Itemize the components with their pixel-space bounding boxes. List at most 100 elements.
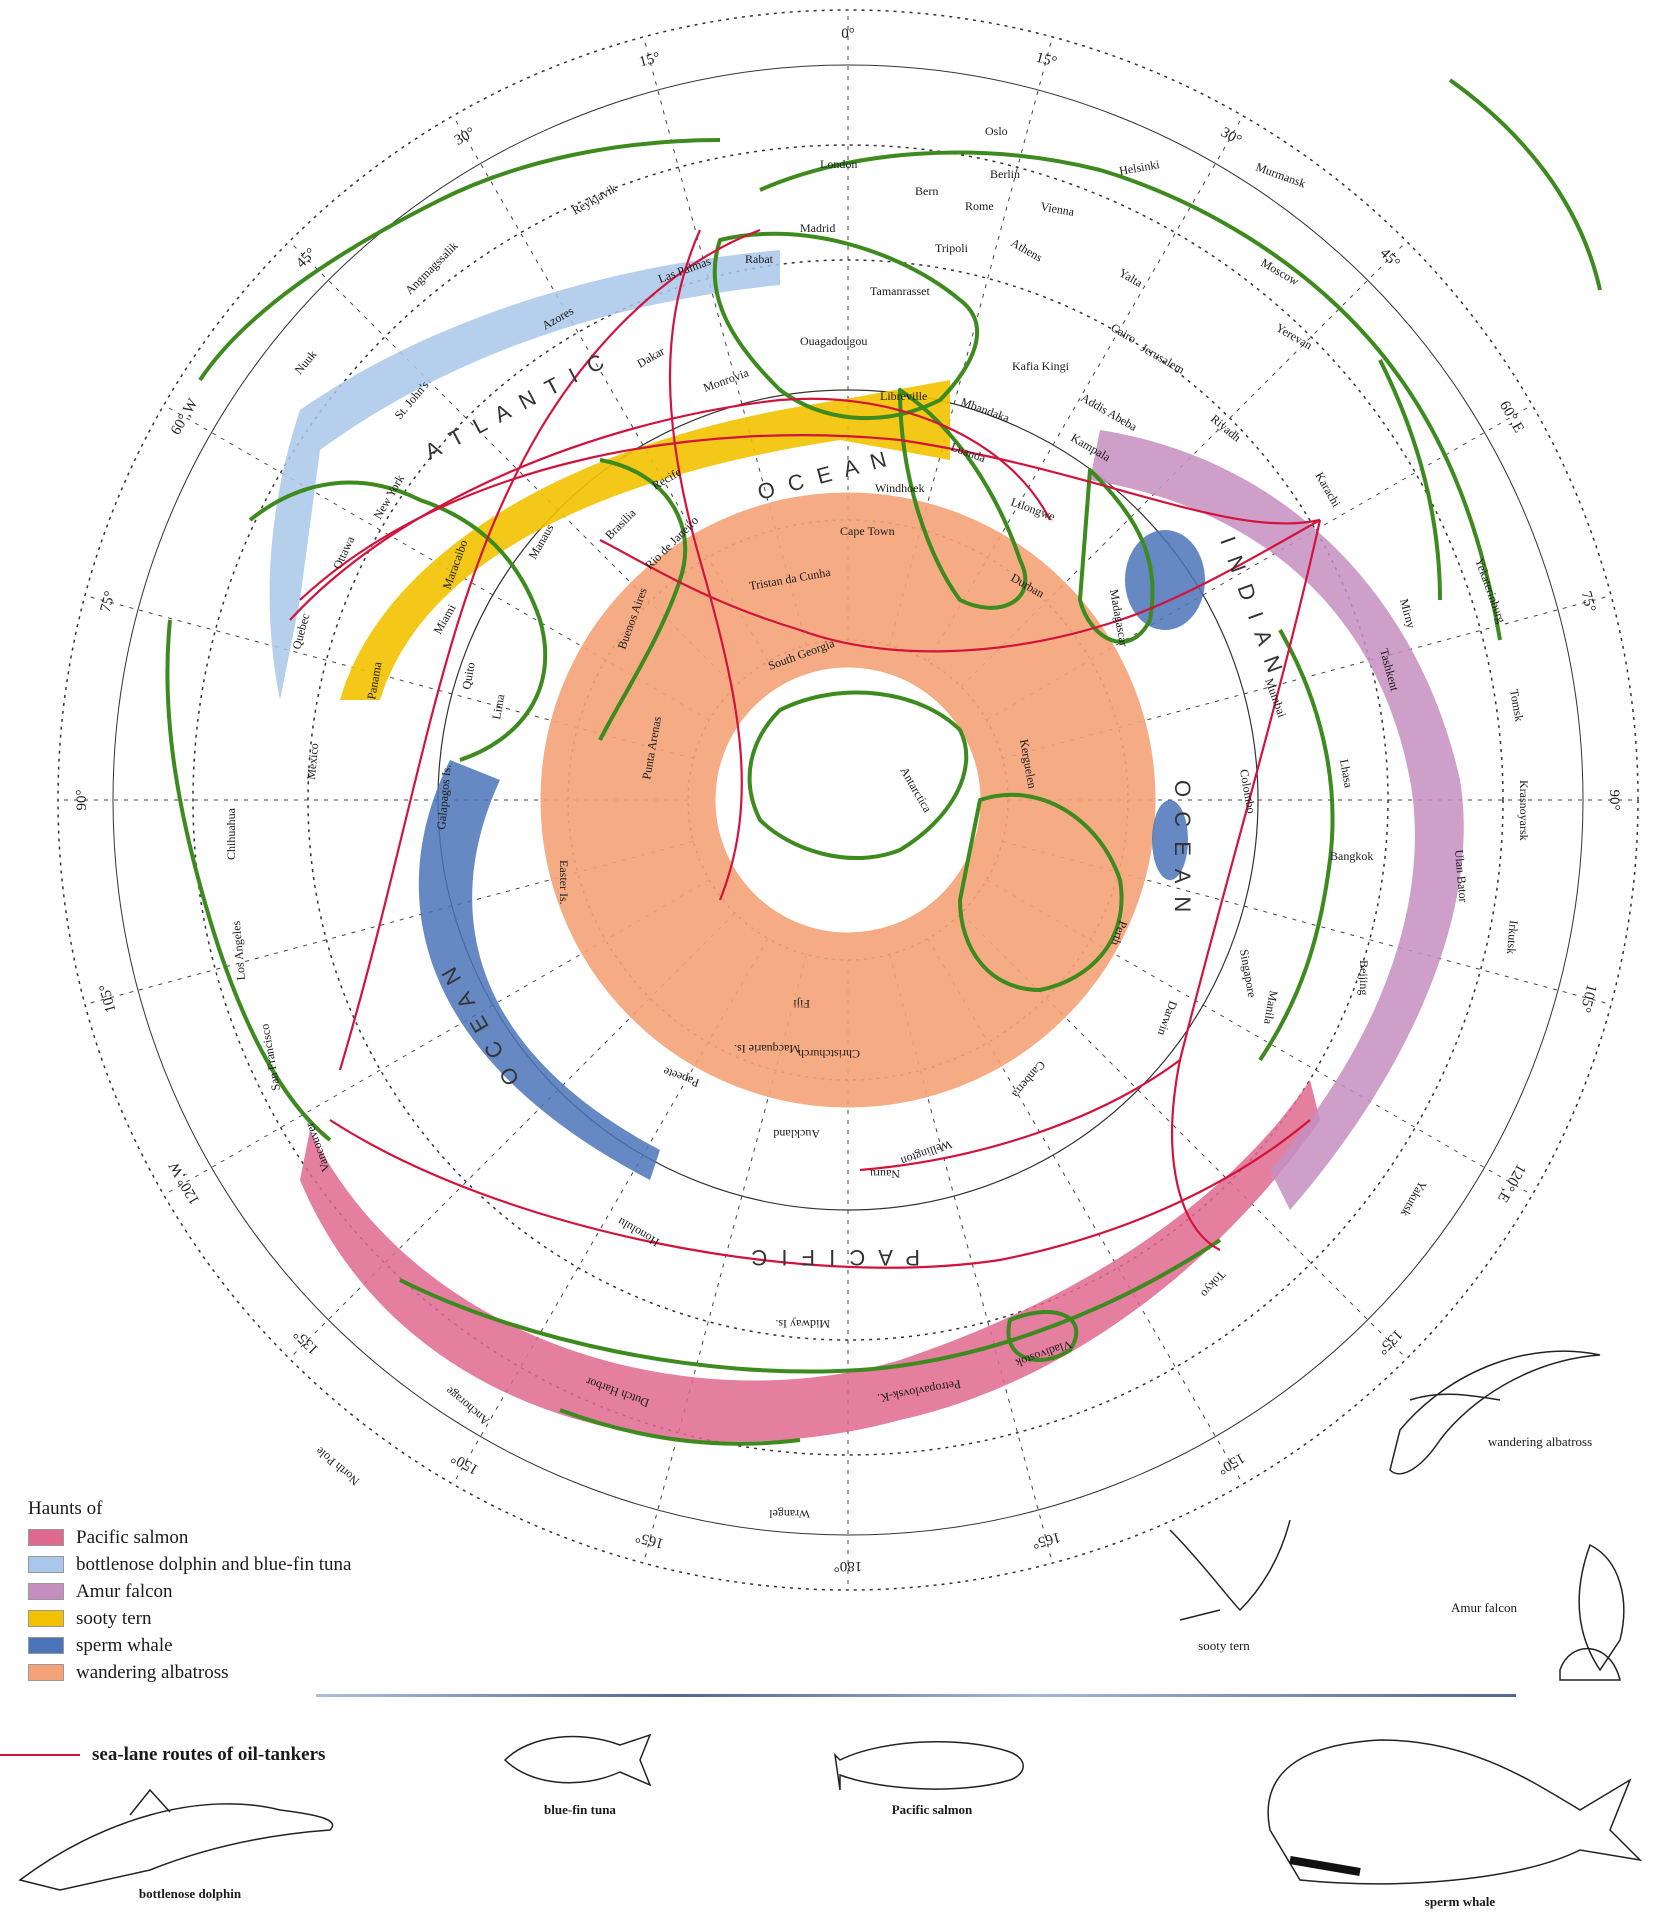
degree-label: 90°: [1606, 790, 1622, 811]
place-label: Quito: [459, 661, 478, 690]
animal-drawings: [18, 1350, 1643, 1891]
place-label: Cape Town: [840, 524, 895, 538]
place-label: Vienna: [1039, 199, 1076, 219]
legend: Haunts of Pacific salmon bottlenose dolp…: [28, 1498, 351, 1686]
haunt-amur-falcon: [1090, 430, 1464, 1210]
place-label: Cairo: [1109, 320, 1139, 345]
legend-item: sperm whale: [28, 1632, 351, 1659]
place-label: Easter Is.: [557, 860, 571, 905]
tanker-routes: [289, 228, 1322, 1269]
haunt-sperm-whale-indian: [1125, 530, 1205, 630]
degree-label: 30°: [1218, 124, 1244, 148]
degree-label: 105°: [97, 982, 120, 1014]
place-label: Fiji: [793, 997, 810, 1011]
place-label: Ulan Bator: [1452, 849, 1471, 903]
place-label: San Francisco: [257, 1023, 283, 1092]
route-key: sea-lane routes of oil-tankers: [0, 1744, 325, 1766]
place-label: Ottawa: [330, 533, 358, 571]
caption-pacific-salmon: Pacific salmon: [891, 1802, 973, 1817]
dolphin-drawing: [18, 1788, 334, 1891]
place-label: Bern: [915, 184, 938, 198]
degree-label: 75°: [98, 590, 119, 614]
place-label: Karachi: [1312, 470, 1343, 510]
place-label: Panama: [364, 660, 385, 701]
swatch-sooty-tern: [28, 1610, 64, 1627]
place-label: Kafia Kingi: [1012, 359, 1070, 373]
place-label: Helsinki: [1118, 157, 1161, 178]
legend-title: Haunts of: [28, 1498, 103, 1519]
legend-item: sooty tern: [28, 1605, 351, 1632]
degree-label: 150°: [449, 1449, 482, 1477]
place-label: Madrid: [800, 221, 835, 235]
place-label: Athens: [1009, 235, 1046, 264]
degree-label: 60°,E: [1496, 398, 1527, 435]
place-label: Los Angeles: [229, 920, 248, 981]
place-label: Tomsk: [1507, 688, 1526, 722]
legend-item: Amur falcon: [28, 1578, 351, 1605]
place-label: Angmagssalik: [402, 239, 460, 297]
place-label: Rome: [965, 199, 994, 213]
place-label: North Pole: [313, 1444, 362, 1488]
swatch-amur-falcon: [28, 1583, 64, 1600]
coastlines: [165, 78, 1602, 1446]
place-label: Mbandaka: [959, 395, 1012, 426]
place-label: Yakutsk: [1398, 1179, 1430, 1220]
swatch-pacific-salmon: [28, 1529, 64, 1546]
place-label: Honolulu: [615, 1215, 661, 1250]
place-label: Nauru: [870, 1167, 900, 1181]
caption-amur-falcon: Amur falcon: [1450, 1600, 1518, 1615]
place-label: Krasnoyarsk: [1517, 780, 1531, 841]
place-label: Mexico: [304, 743, 321, 781]
degree-label: 165°: [1030, 1528, 1062, 1551]
albatross-drawing: [1389, 1350, 1601, 1475]
place-label: Windhoek: [875, 481, 925, 495]
meridians: [58, 10, 1638, 1590]
place-label: Yerevan: [1274, 320, 1315, 352]
place-label: Antarctica: [897, 765, 934, 816]
place-label: Beijing: [1357, 960, 1371, 995]
place-label: Bangkok: [1330, 849, 1373, 863]
place-label: Wrangel: [769, 1507, 810, 1521]
legend-label: Pacific salmon: [76, 1526, 189, 1548]
degree-label: 75°: [1577, 590, 1598, 614]
place-label: Canberra: [1009, 1058, 1048, 1101]
place-label: Singapore: [1237, 948, 1259, 998]
place-label: Riyadh: [1208, 412, 1244, 445]
place-label: Christchurch: [798, 1047, 860, 1061]
place-label: Manila: [1261, 989, 1281, 1026]
legend-label: sooty tern: [76, 1607, 152, 1629]
place-label: Brasilia: [602, 505, 639, 542]
place-label: Dakar: [635, 344, 667, 371]
swatch-wandering-albatross: [28, 1664, 64, 1681]
place-label: Tripoli: [935, 241, 969, 255]
degree-label: 90°: [74, 790, 90, 811]
place-label: Galapagos Is.: [434, 764, 454, 830]
place-label: Yalta: [1117, 265, 1146, 290]
place-label: Jerusalem: [1139, 340, 1188, 376]
place-label: Lima: [489, 692, 507, 720]
degree-label: 0°: [841, 26, 855, 42]
place-label: Auckland: [773, 1127, 820, 1141]
place-label: Darwin: [1155, 999, 1180, 1038]
place-label: Mirny: [1397, 597, 1418, 630]
sooty-tern-drawing: [1169, 1519, 1291, 1621]
degree-label: 30°: [452, 124, 478, 148]
place-label: Monrovia: [701, 365, 751, 395]
place-label: Tamanrasset: [870, 284, 930, 298]
place-label: Reykjavik: [570, 181, 620, 218]
place-label: Addis Abeba: [1079, 390, 1141, 434]
degree-label: 105°: [1576, 982, 1599, 1014]
caption-sperm-whale: sperm whale: [1424, 1894, 1496, 1909]
degree-label: 120°,E: [1494, 1161, 1529, 1205]
place-label: Wellington: [899, 1137, 954, 1168]
ocean-pacific: P A C I F I C: [747, 1245, 920, 1270]
legend-label: Amur falcon: [76, 1580, 173, 1602]
place-label: Irkutsk: [1504, 920, 1521, 955]
degree-label: 120°,W: [166, 1158, 203, 1207]
place-label: Midway Is.: [775, 1317, 830, 1331]
haunt-sperm-whale-indian-2: [1152, 800, 1188, 880]
ocean-indian-ocean: O C E A N: [1170, 780, 1195, 916]
place-label: Tokyo: [1198, 1268, 1228, 1300]
place-label: London: [820, 157, 857, 171]
